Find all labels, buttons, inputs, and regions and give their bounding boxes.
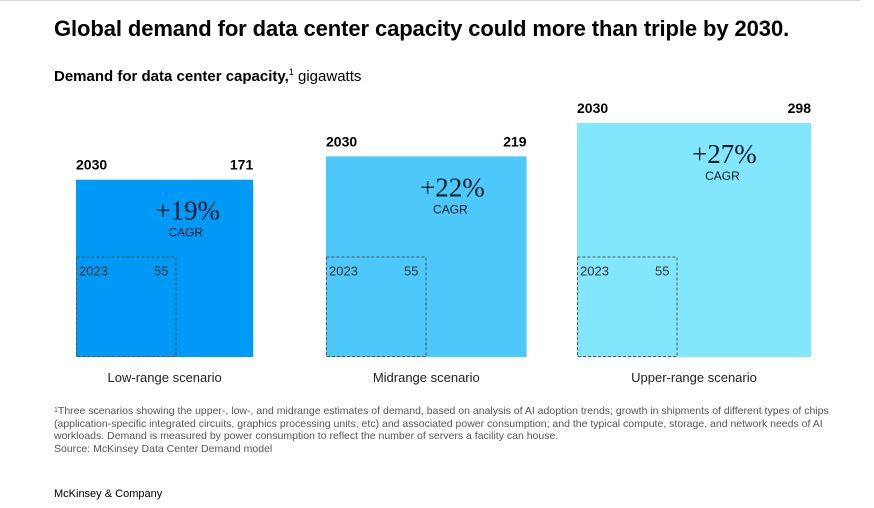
square-2030-low: [76, 179, 254, 357]
cagr-label-upper: CAGR: [705, 169, 740, 183]
square-2030-upper: [577, 123, 811, 357]
cagr-label-mid: CAGR: [433, 202, 468, 216]
year-label-2030-upper: 2030: [577, 100, 608, 116]
cagr-value-low: +19%: [155, 196, 220, 226]
scenario-label-upper: Upper-range scenario: [631, 370, 757, 385]
year-label-2030-mid: 2030: [326, 133, 357, 149]
value-label-2023-upper: 55: [655, 263, 669, 278]
subtitle-unit: gigawatts: [298, 68, 362, 85]
footnote-mark: 1: [54, 407, 58, 414]
value-label-2030-mid: 219: [503, 133, 527, 149]
cagr-label-low: CAGR: [168, 226, 203, 240]
value-label-2030-low: 171: [230, 157, 254, 173]
subtitle-footnote-mark: 1: [288, 67, 294, 77]
cagr-value-upper: +27%: [692, 139, 757, 169]
value-label-2030-upper: 298: [788, 100, 812, 116]
scenario-label-mid: Midrange scenario: [373, 370, 480, 385]
year-label-2023-low: 2023: [79, 263, 108, 278]
value-label-2023-mid: 55: [404, 263, 418, 278]
year-label-2023-mid: 2023: [329, 263, 358, 278]
footnote-text: Three scenarios showing the upper-, low-…: [54, 405, 829, 442]
top-rule: [0, 0, 860, 1]
year-label-2030-low: 2030: [76, 157, 107, 173]
scenario-label-low: Low-range scenario: [108, 370, 222, 385]
year-label-2023-upper: 2023: [580, 263, 609, 278]
subtitle-text: Demand for data center capacity,: [54, 68, 289, 85]
source-note: Source: McKinsey Data Center Demand mode…: [54, 442, 273, 455]
cagr-value-mid: +22%: [420, 172, 485, 202]
chart-subtitle: Demand for data center capacity,1 gigawa…: [54, 67, 362, 85]
value-label-2023-low: 55: [154, 263, 168, 278]
footnote: 1Three scenarios showing the upper-, low…: [54, 405, 844, 455]
brand-logo-text: McKinsey & Company: [54, 488, 163, 500]
chart-title: Global demand for data center capacity c…: [54, 16, 790, 41]
